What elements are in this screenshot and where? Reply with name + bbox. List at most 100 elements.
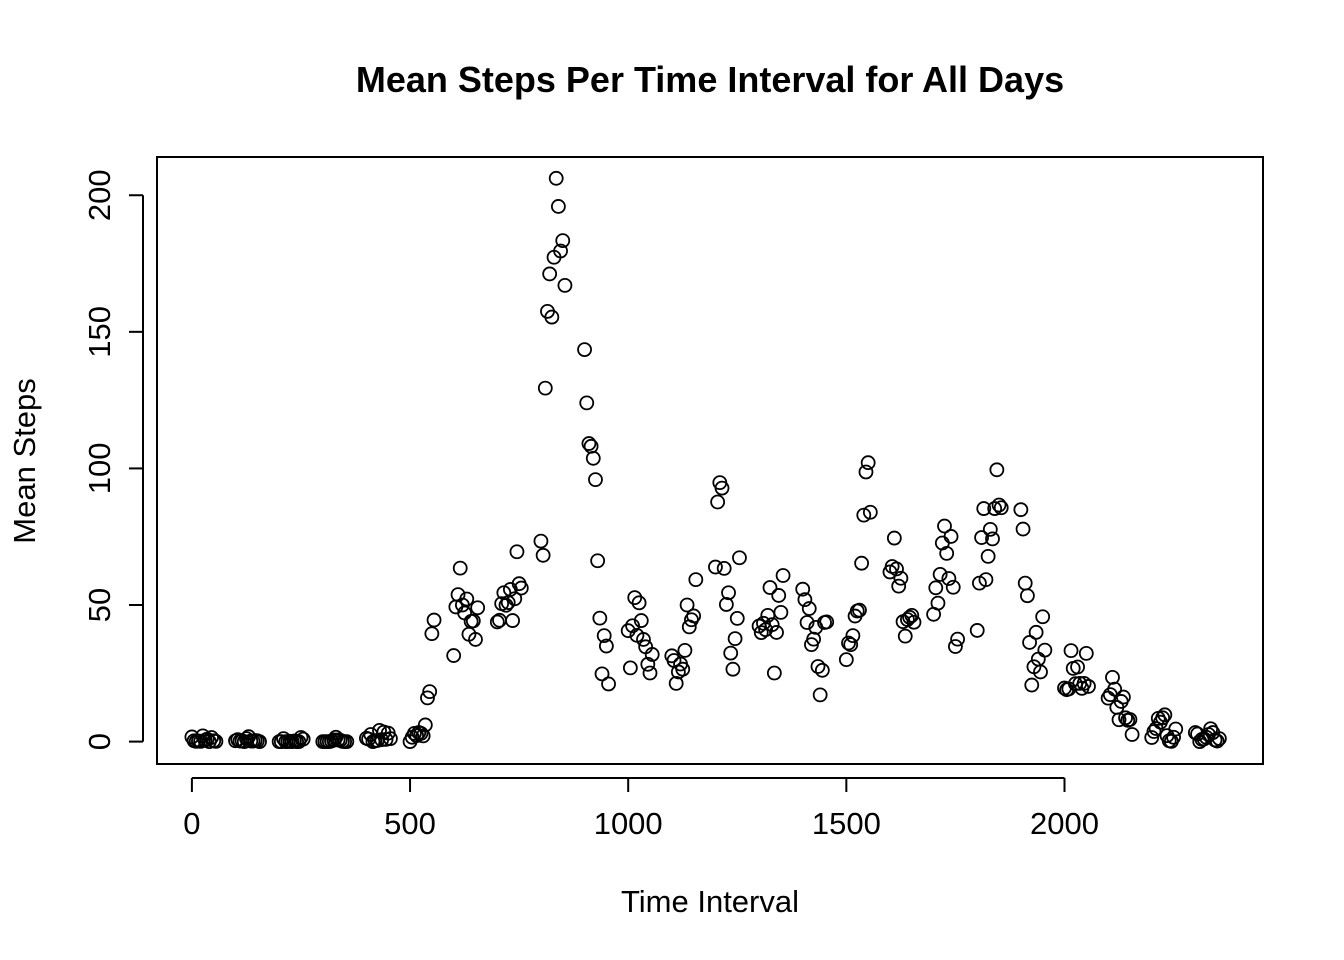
data-point <box>897 628 913 644</box>
y-tick-label: 50 <box>82 588 117 622</box>
data-point <box>415 728 431 744</box>
data-point <box>987 501 1003 516</box>
data-point <box>812 687 828 703</box>
data-point <box>797 592 813 608</box>
data-point <box>939 545 955 561</box>
data-point <box>668 676 684 691</box>
data-point <box>718 597 734 612</box>
data-point <box>459 591 475 607</box>
data-point <box>1081 679 1096 694</box>
data-point <box>1209 733 1225 749</box>
data-point <box>596 628 612 644</box>
data-point <box>417 717 433 733</box>
data-point <box>542 266 558 282</box>
data-point <box>581 436 597 451</box>
data-point <box>1070 659 1085 675</box>
data-point <box>1035 609 1051 625</box>
data-point <box>1144 730 1160 745</box>
data-point <box>413 726 429 741</box>
data-point <box>1013 502 1029 518</box>
data-point <box>856 507 872 523</box>
data-point <box>889 561 904 577</box>
data-point <box>679 597 695 613</box>
data-point <box>1020 588 1035 604</box>
data-point <box>858 464 874 480</box>
data-point <box>1111 712 1127 728</box>
data-point <box>636 632 651 647</box>
data-point <box>982 521 998 537</box>
data-point <box>932 567 948 582</box>
x-tick-label: 2000 <box>1030 806 1099 841</box>
data-point <box>452 560 468 576</box>
data-point <box>489 614 505 630</box>
data-point <box>644 647 660 662</box>
data-point <box>974 530 989 545</box>
data-point <box>795 581 811 597</box>
data-point <box>1105 670 1120 685</box>
data-point <box>1166 729 1181 745</box>
data-point <box>1157 707 1173 723</box>
data-point <box>775 568 791 583</box>
x-tick-label: 500 <box>384 806 436 841</box>
data-point <box>557 277 573 293</box>
data-point <box>852 602 867 618</box>
data-point <box>1063 643 1079 659</box>
data-point <box>509 544 525 560</box>
data-point <box>627 590 643 606</box>
data-point <box>714 480 730 496</box>
data-point <box>553 243 568 259</box>
data-point <box>383 731 398 746</box>
data-point <box>1022 635 1037 650</box>
data-point <box>771 588 787 603</box>
data-point <box>1155 710 1171 726</box>
data-point <box>710 494 726 510</box>
data-point <box>729 611 745 626</box>
data-point <box>620 623 636 639</box>
data-point <box>548 170 564 186</box>
y-tick-label: 150 <box>82 306 117 358</box>
data-point <box>1028 624 1044 640</box>
data-point <box>588 472 603 488</box>
data-point <box>860 455 876 471</box>
data-point <box>537 380 553 396</box>
data-point <box>1168 721 1184 737</box>
data-point <box>716 561 732 576</box>
data-point <box>470 600 486 616</box>
data-point <box>978 572 994 588</box>
data-point <box>838 652 854 668</box>
data-point <box>1078 645 1094 661</box>
data-point <box>928 580 944 596</box>
data-point <box>1076 676 1092 691</box>
data-point <box>769 625 784 640</box>
data-point <box>688 572 704 588</box>
data-point <box>633 613 649 628</box>
y-axis-label: Mean Steps <box>7 378 42 543</box>
data-point <box>945 579 961 595</box>
data-point <box>862 504 878 520</box>
data-point <box>766 665 782 681</box>
data-point <box>1122 712 1138 727</box>
y-tick-label: 200 <box>82 169 117 221</box>
data-point <box>420 690 435 706</box>
data-point <box>943 529 959 544</box>
data-points <box>184 170 1227 749</box>
data-point <box>544 309 560 325</box>
data-point <box>555 233 571 248</box>
data-point <box>590 553 606 569</box>
data-point <box>841 635 856 651</box>
data-point <box>468 632 483 647</box>
data-point <box>426 612 442 628</box>
x-axis-label: Time Interval <box>621 884 799 919</box>
data-point <box>465 613 481 629</box>
data-point <box>854 555 870 571</box>
data-point <box>843 637 859 653</box>
data-point <box>980 548 996 564</box>
data-point <box>422 684 438 700</box>
data-point <box>906 614 922 630</box>
data-point <box>686 608 702 624</box>
x-tick-label: 1000 <box>594 806 663 841</box>
data-point <box>886 530 902 546</box>
data-point <box>204 730 219 745</box>
y-tick-label: 100 <box>82 443 117 495</box>
